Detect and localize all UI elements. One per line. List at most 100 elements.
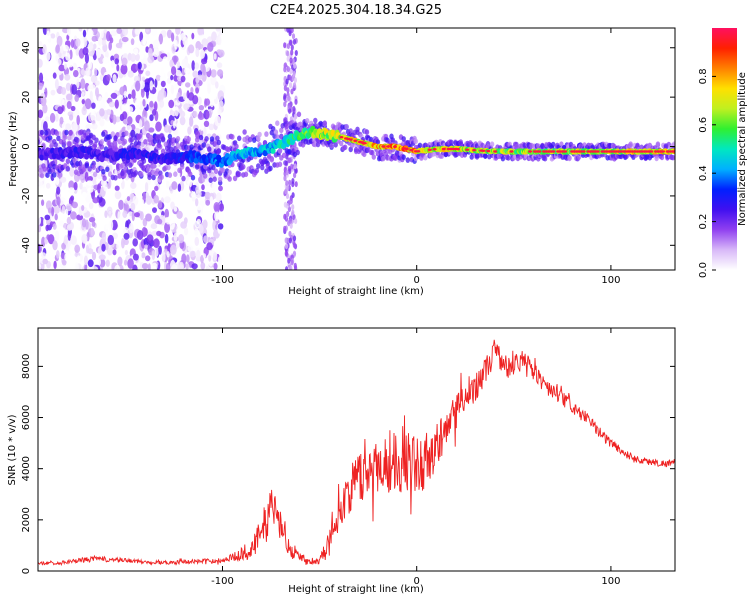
spectral-noise-point: [287, 199, 292, 206]
spectral-noise-point: [137, 61, 142, 70]
spectral-noise-point: [214, 210, 220, 222]
spectral-halo-point: [92, 171, 98, 178]
spectral-halo-point: [417, 142, 423, 149]
spectral-halo-point: [322, 120, 327, 126]
spectral-noise-point: [286, 66, 290, 73]
spectral-noise-point: [66, 93, 73, 101]
spectral-noise-point: [291, 209, 295, 216]
spectral-halo-point: [670, 154, 675, 161]
x-tick-label: 0: [414, 576, 420, 587]
spectral-noise-point: [116, 64, 120, 72]
spectral-halo-point: [241, 164, 246, 170]
spectral-noise-point: [157, 90, 165, 101]
spectral-halo-point: [232, 175, 238, 182]
spectral-noise-point: [292, 82, 297, 89]
spectral-halo-point: [405, 157, 410, 163]
spectral-noise-point: [89, 90, 93, 101]
spectral-noise-point: [293, 113, 298, 120]
spectral-halo-point: [145, 166, 151, 173]
spectral-noise-point: [160, 80, 166, 88]
spectral-noise-point: [216, 192, 222, 203]
spectral-noise-point: [87, 187, 94, 193]
spectral-peak-point: [528, 150, 533, 153]
spectral-noise-point: [158, 33, 163, 45]
spectral-ridge-point: [270, 147, 276, 154]
spectral-ridge-point: [129, 153, 135, 160]
spectral-noise-point: [117, 94, 124, 101]
spectral-halo-point: [88, 139, 94, 146]
snr-line: [38, 339, 675, 566]
spectral-noise-point: [194, 228, 199, 236]
spectral-noise-point: [151, 28, 157, 36]
spectral-noise-point: [62, 44, 69, 52]
spectral-noise-point: [61, 259, 67, 266]
spectral-noise-point: [59, 220, 64, 227]
spectral-noise-point: [200, 255, 204, 264]
spectral-noise-point: [288, 237, 292, 244]
spectral-halo-point: [45, 172, 50, 178]
spectral-halo-point: [500, 155, 506, 162]
spectral-peak-point: [537, 150, 542, 153]
spectral-noise-point: [87, 42, 94, 51]
spectral-noise-point: [82, 29, 87, 38]
spectral-noise-point: [112, 74, 117, 83]
spectral-noise-point: [200, 49, 206, 59]
spectral-peak-point: [649, 150, 654, 153]
spectral-halo-point: [160, 136, 166, 142]
spectral-halo-point: [54, 130, 60, 137]
spectrogram-x-label: Height of straight line (km): [288, 286, 424, 297]
spectral-noise-point: [141, 252, 146, 259]
spectral-halo-point: [271, 126, 276, 132]
spectral-halo-point: [551, 141, 556, 148]
spectral-noise-point: [76, 214, 84, 221]
colorbar-tick-label: 0.2: [698, 214, 709, 230]
spectral-noise-point: [38, 58, 43, 68]
spectral-noise-point: [52, 72, 57, 79]
spectral-noise-point: [292, 70, 296, 77]
spectral-noise-point: [45, 224, 49, 232]
spectral-noise-point: [70, 235, 77, 246]
spectral-noise-point: [149, 80, 153, 91]
y-tick-label: 4000: [21, 456, 32, 481]
spectral-noise-point: [166, 29, 173, 39]
spectral-halo-point: [188, 171, 193, 177]
spectral-noise-point: [192, 95, 199, 105]
colorbar-ticks: 0.0 0.2 0.4 0.6 0.8: [698, 68, 716, 278]
snr-y-label: SNR (10 * v/v): [7, 414, 18, 485]
spectral-halo-point: [166, 164, 171, 171]
spectral-peak-point: [381, 145, 386, 148]
spectral-noise-point: [38, 215, 42, 226]
spectral-noise-point: [197, 28, 204, 36]
spectral-noise-point: [151, 262, 158, 270]
spectral-noise-point: [105, 259, 110, 267]
spectral-noise-point: [70, 39, 75, 48]
spectral-halo-point: [99, 139, 105, 145]
spectral-halo-point: [148, 139, 153, 146]
spectral-noise-point: [191, 192, 196, 198]
spectral-noise-point: [287, 103, 292, 110]
spectral-noise-point: [106, 74, 111, 82]
spectral-noise-point: [284, 188, 288, 195]
spectral-noise-point: [162, 56, 168, 63]
spectral-noise-point: [160, 67, 165, 77]
spectral-noise-point: [206, 242, 213, 251]
spectral-noise-point: [142, 99, 146, 107]
spectral-noise-point: [153, 194, 159, 204]
spectral-noise-point: [202, 65, 206, 76]
spectral-noise-point: [156, 230, 162, 237]
spectral-noise-point: [194, 236, 200, 246]
spectral-noise-point: [285, 180, 289, 187]
spectral-noise-point: [158, 245, 162, 255]
spectral-noise-point: [132, 253, 139, 261]
spectral-noise-point: [75, 38, 81, 47]
spectral-noise-point: [83, 37, 88, 47]
spectral-noise-point: [192, 70, 199, 78]
spectral-noise-point: [40, 96, 47, 107]
spectral-noise-point: [135, 80, 141, 92]
spectral-noise-point: [61, 205, 66, 214]
spectral-noise-point: [198, 105, 205, 111]
spectrogram-frame: [37, 27, 676, 271]
spectral-halo-point: [52, 172, 57, 178]
spectral-noise-point: [180, 75, 186, 83]
spectral-noise-point: [181, 58, 189, 69]
